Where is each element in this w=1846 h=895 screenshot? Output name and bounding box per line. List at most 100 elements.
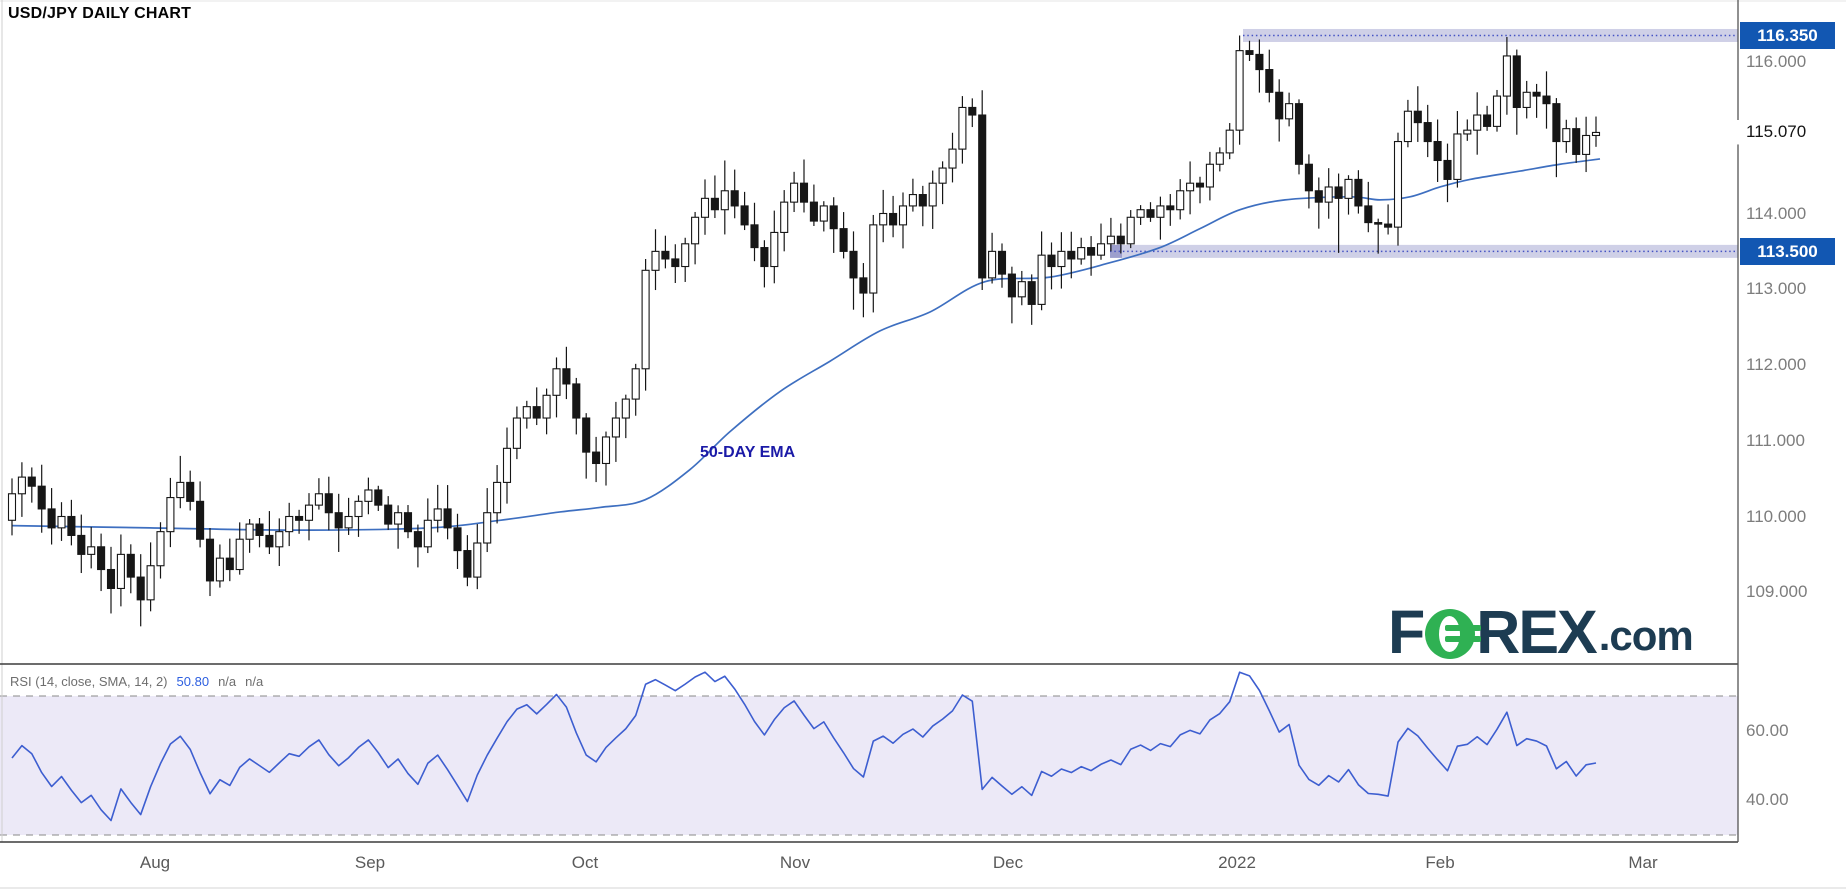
logo-letters-rex: REX: [1476, 598, 1597, 666]
level-line-116.350[interactable]: [1243, 28, 1738, 42]
candle: [146, 542, 155, 612]
candle: [1166, 194, 1175, 226]
candle: [7, 478, 17, 536]
candle: [1235, 35, 1244, 145]
candlestick-series: [7, 35, 1601, 627]
candle: [1304, 154, 1313, 209]
rsi-zone-fill: [0, 696, 1738, 835]
candle: [67, 499, 76, 546]
candle: [799, 159, 809, 213]
candle: [601, 431, 611, 486]
candle: [17, 462, 26, 517]
candle: [186, 470, 195, 511]
candle: [77, 514, 86, 574]
candle: [245, 519, 254, 553]
candle: [1344, 175, 1353, 215]
candle: [1374, 218, 1383, 254]
candle: [1522, 80, 1531, 119]
candle: [1215, 147, 1224, 172]
price-tick-114.000: 114.000: [1746, 203, 1807, 223]
candle: [1275, 79, 1284, 142]
candle: [710, 175, 719, 219]
price-tick-110.000: 110.000: [1746, 506, 1807, 526]
logo-letter-f: F: [1388, 598, 1425, 666]
candle: [1294, 99, 1304, 175]
level-line-113.500[interactable]: [1110, 244, 1738, 258]
candle: [849, 231, 858, 310]
rsi-indicator-legend: RSI (14, close, SMA, 14, 2) 50.80 n/a n/a: [10, 674, 263, 689]
rsi-indicator-name: RSI (14, close, SMA, 14, 2): [10, 674, 168, 689]
level-anchor[interactable]: [1110, 244, 1122, 258]
candle: [819, 201, 828, 232]
candle: [1067, 231, 1076, 279]
candle: [532, 387, 541, 426]
time-tick-Dec: Dec: [992, 853, 1024, 872]
price-tick-113.000: 113.000: [1746, 279, 1807, 299]
candle: [37, 464, 46, 533]
candle: [235, 522, 244, 575]
candle: [384, 496, 393, 530]
candle: [47, 488, 56, 545]
rsi-tick-60.00: 60.00: [1746, 720, 1789, 740]
candle: [1453, 111, 1462, 188]
candle: [1314, 177, 1323, 229]
candle: [433, 484, 442, 533]
time-tick-Nov: Nov: [779, 853, 811, 872]
candle: [493, 465, 502, 524]
candle: [1126, 210, 1135, 249]
candle: [1096, 223, 1106, 260]
candle: [978, 90, 987, 291]
candle: [126, 544, 135, 594]
time-tick-Oct: Oct: [571, 853, 599, 872]
candle: [1562, 119, 1571, 153]
candle: [562, 346, 571, 400]
candle: [334, 493, 343, 552]
candle: [790, 171, 799, 213]
candle: [87, 526, 96, 569]
candle: [1423, 104, 1432, 158]
rsi-na-value-2: n/a: [245, 674, 264, 689]
candle: [1463, 119, 1472, 141]
candle: [1255, 39, 1264, 93]
ema-50-line: [11, 158, 1601, 531]
candle: [1532, 83, 1541, 118]
candle: [1195, 176, 1205, 204]
candle: [324, 476, 333, 531]
candle: [691, 211, 700, 265]
candle: [750, 202, 759, 262]
level-price-label-113.500[interactable]: 113.500: [1740, 237, 1835, 265]
candle: [968, 98, 977, 128]
candle: [1591, 116, 1601, 147]
candle: [928, 170, 937, 229]
candle: [1037, 231, 1046, 311]
candle: [1265, 49, 1274, 103]
candle: [275, 518, 284, 567]
candle: [1512, 49, 1521, 135]
candle: [97, 533, 106, 592]
candle: [780, 190, 789, 252]
candle: [453, 513, 462, 569]
level-price-label-116.350[interactable]: 116.350: [1740, 21, 1835, 49]
candle: [1136, 205, 1145, 225]
candle: [582, 413, 591, 479]
price-tick-111.000: 111.000: [1746, 430, 1805, 450]
candle: [681, 237, 690, 282]
candle: [1364, 181, 1373, 233]
ema-annotation: 50-DAY EMA: [700, 444, 796, 461]
candle: [908, 178, 917, 212]
candle: [1176, 179, 1185, 220]
candle: [463, 535, 472, 587]
candle: [473, 524, 482, 590]
candle: [889, 195, 898, 238]
rsi-current-value: 50.80: [176, 674, 210, 689]
rsi-na-value-1: n/a: [218, 674, 237, 689]
candle: [859, 263, 868, 318]
candle: [1146, 202, 1155, 222]
candle: [997, 243, 1007, 288]
candle: [671, 244, 680, 284]
candle: [1324, 168, 1333, 219]
candle: [1156, 196, 1165, 240]
candle: [1007, 266, 1016, 324]
